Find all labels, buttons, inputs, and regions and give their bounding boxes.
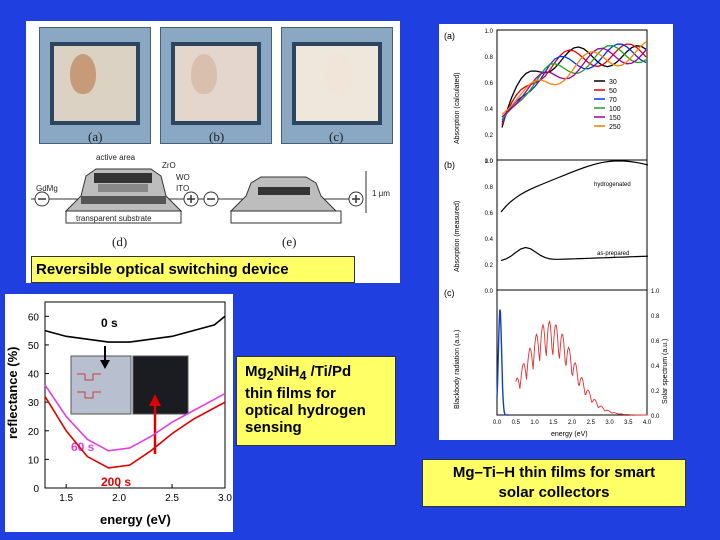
y-tick-label: 0.0 xyxy=(485,289,494,295)
absorption-curve xyxy=(501,47,647,118)
y-tick-label: 50 xyxy=(28,341,40,352)
device-title: Reversible optical switching device xyxy=(31,256,355,283)
xlabel-energy: energy (eV) xyxy=(100,512,171,527)
ylabel-a: Absorption (calculated) xyxy=(454,72,461,144)
absorption-panel: (a) (b) (c) Absorption (calculated) Abso… xyxy=(439,24,673,440)
xlabel-c: energy (eV) xyxy=(551,431,588,438)
as-prepared-label: as-prepared xyxy=(597,251,629,257)
y-tick-label-right: 0.4 xyxy=(651,364,660,370)
y-tick-label: 0.2 xyxy=(485,263,494,269)
legend-label: 150 xyxy=(609,115,621,122)
solar-spectrum-curve xyxy=(515,320,648,416)
x-tick-label: 2.0 xyxy=(112,493,126,504)
face-image xyxy=(70,54,96,94)
y-tick-label: 0.8 xyxy=(485,185,494,191)
label-substrate: transparent substrate xyxy=(76,214,152,223)
legend-label: 50 xyxy=(609,88,617,95)
absorption-curve xyxy=(501,45,647,128)
reflectance-chart: reflectance (%) energy (eV) 0 10 20 30 40 50 6… xyxy=(5,301,232,527)
x-tick-label: 2.5 xyxy=(165,493,179,504)
y-tick-label: 30 xyxy=(28,398,40,409)
x-tick-label: 0.5 xyxy=(512,420,521,426)
y-tick-label: 0.6 xyxy=(485,211,494,217)
series-line-0s xyxy=(44,315,226,343)
x-tick-label: 3.0 xyxy=(218,493,232,504)
ylabel-b: Absorption (measured) xyxy=(454,201,461,272)
label-ito: ITO xyxy=(176,184,190,193)
ylabel-c-right: Solar spectrum (a.u.) xyxy=(662,339,669,404)
x-tick-label: 3.0 xyxy=(605,420,614,426)
x-tick-label: 2.0 xyxy=(568,420,577,426)
ylabel-c-left: Blackbody radiation (a.u.) xyxy=(454,330,461,409)
absorption-curve xyxy=(501,43,647,123)
y-tick-label-right: 0.8 xyxy=(651,314,660,320)
y-tick-label-right: 0.0 xyxy=(651,414,660,420)
y-tick-label-right: 0.6 xyxy=(651,339,660,345)
device-photo-a xyxy=(39,27,151,144)
device-panel: (a) (b) (c) active area ZrO WO ITO GdMg … xyxy=(26,21,400,283)
y-tick-label: 40 xyxy=(28,370,40,381)
as-prepared-curve xyxy=(500,246,649,262)
absorption-curve xyxy=(501,43,647,126)
tag-c: (c) xyxy=(444,288,455,298)
legend-label: 30 xyxy=(609,79,617,86)
y-tick-label: 0.8 xyxy=(485,55,494,61)
reflectance-panel: reflectance (%) energy (eV) 0 10 20 30 40 50 6… xyxy=(5,294,233,532)
label-active-area: active area xyxy=(96,153,136,162)
inset-photos xyxy=(70,355,189,415)
x-tick-label: 0.0 xyxy=(493,420,502,426)
absorption-curve xyxy=(501,41,647,115)
x-tick-label: 2.5 xyxy=(587,420,596,426)
y-tick-label: 0.4 xyxy=(485,107,494,113)
ylabel-reflectance: reflectance (%) xyxy=(5,347,20,439)
y-tick-label: 0.4 xyxy=(485,237,494,243)
y-tick-label: 1.0 xyxy=(485,29,494,35)
x-tick-label: 3.5 xyxy=(624,420,633,426)
x-tick-label: 1.0 xyxy=(530,420,539,426)
y-tick-label: 10 xyxy=(28,455,40,466)
caption-c: (c) xyxy=(329,129,344,144)
y-tick-label: 0 xyxy=(33,484,39,495)
solar-collector-label: Mg–Ti–H thin films for smart solar colle… xyxy=(422,459,686,507)
y-tick-label-right: 1.0 xyxy=(651,289,660,295)
hydrogenated-label: hydrogenated xyxy=(594,182,631,188)
legend-label: 250 xyxy=(609,124,621,131)
x-tick-label: 4.0 xyxy=(643,420,652,426)
caption-a: (a) xyxy=(88,129,103,144)
device-photo-c xyxy=(281,27,393,144)
tag-a: (a) xyxy=(444,31,455,41)
absorption-curve xyxy=(501,44,647,121)
x-tick-label: 1.5 xyxy=(549,420,558,426)
hydrogen-sensing-label: Mg2NiH4 /Ti/Pd thin films for optical hy… xyxy=(236,356,396,446)
layer-stack-diagram xyxy=(31,168,367,224)
device-photo-b xyxy=(160,27,272,144)
x-tick-label: 1.5 xyxy=(59,493,73,504)
y-tick-label-right: 0.2 xyxy=(651,389,660,395)
label-thickness: 1 μm xyxy=(372,189,390,198)
series-line-200s xyxy=(44,396,226,469)
y-tick-label: 60 xyxy=(28,312,40,323)
y-tick-label: 0.0 xyxy=(485,159,494,165)
blackbody-curve xyxy=(496,309,509,416)
absorption-charts: (a) (b) (c) Absorption (calculated) Abso… xyxy=(444,29,669,438)
legend-label: 100 xyxy=(609,106,621,113)
label-gdmg: GdMg xyxy=(36,184,58,193)
y-tick-label: 20 xyxy=(28,427,40,438)
caption-b: (b) xyxy=(209,129,225,144)
tag-b: (b) xyxy=(444,160,455,170)
label-wo: WO xyxy=(176,173,190,182)
y-tick-label: 0.2 xyxy=(485,133,494,139)
caption-d: (d) xyxy=(112,234,128,249)
caption-e: (e) xyxy=(282,234,297,249)
series-label: 0 s xyxy=(101,316,118,330)
legend-label: 70 xyxy=(609,97,617,104)
series-label: 200 s xyxy=(101,475,131,489)
series-line-60s xyxy=(44,384,226,452)
y-tick-label: 1.0 xyxy=(485,159,494,165)
label-zro: ZrO xyxy=(162,161,176,170)
y-tick-label: 0.6 xyxy=(485,81,494,87)
hydrogenated-curve xyxy=(500,160,649,213)
